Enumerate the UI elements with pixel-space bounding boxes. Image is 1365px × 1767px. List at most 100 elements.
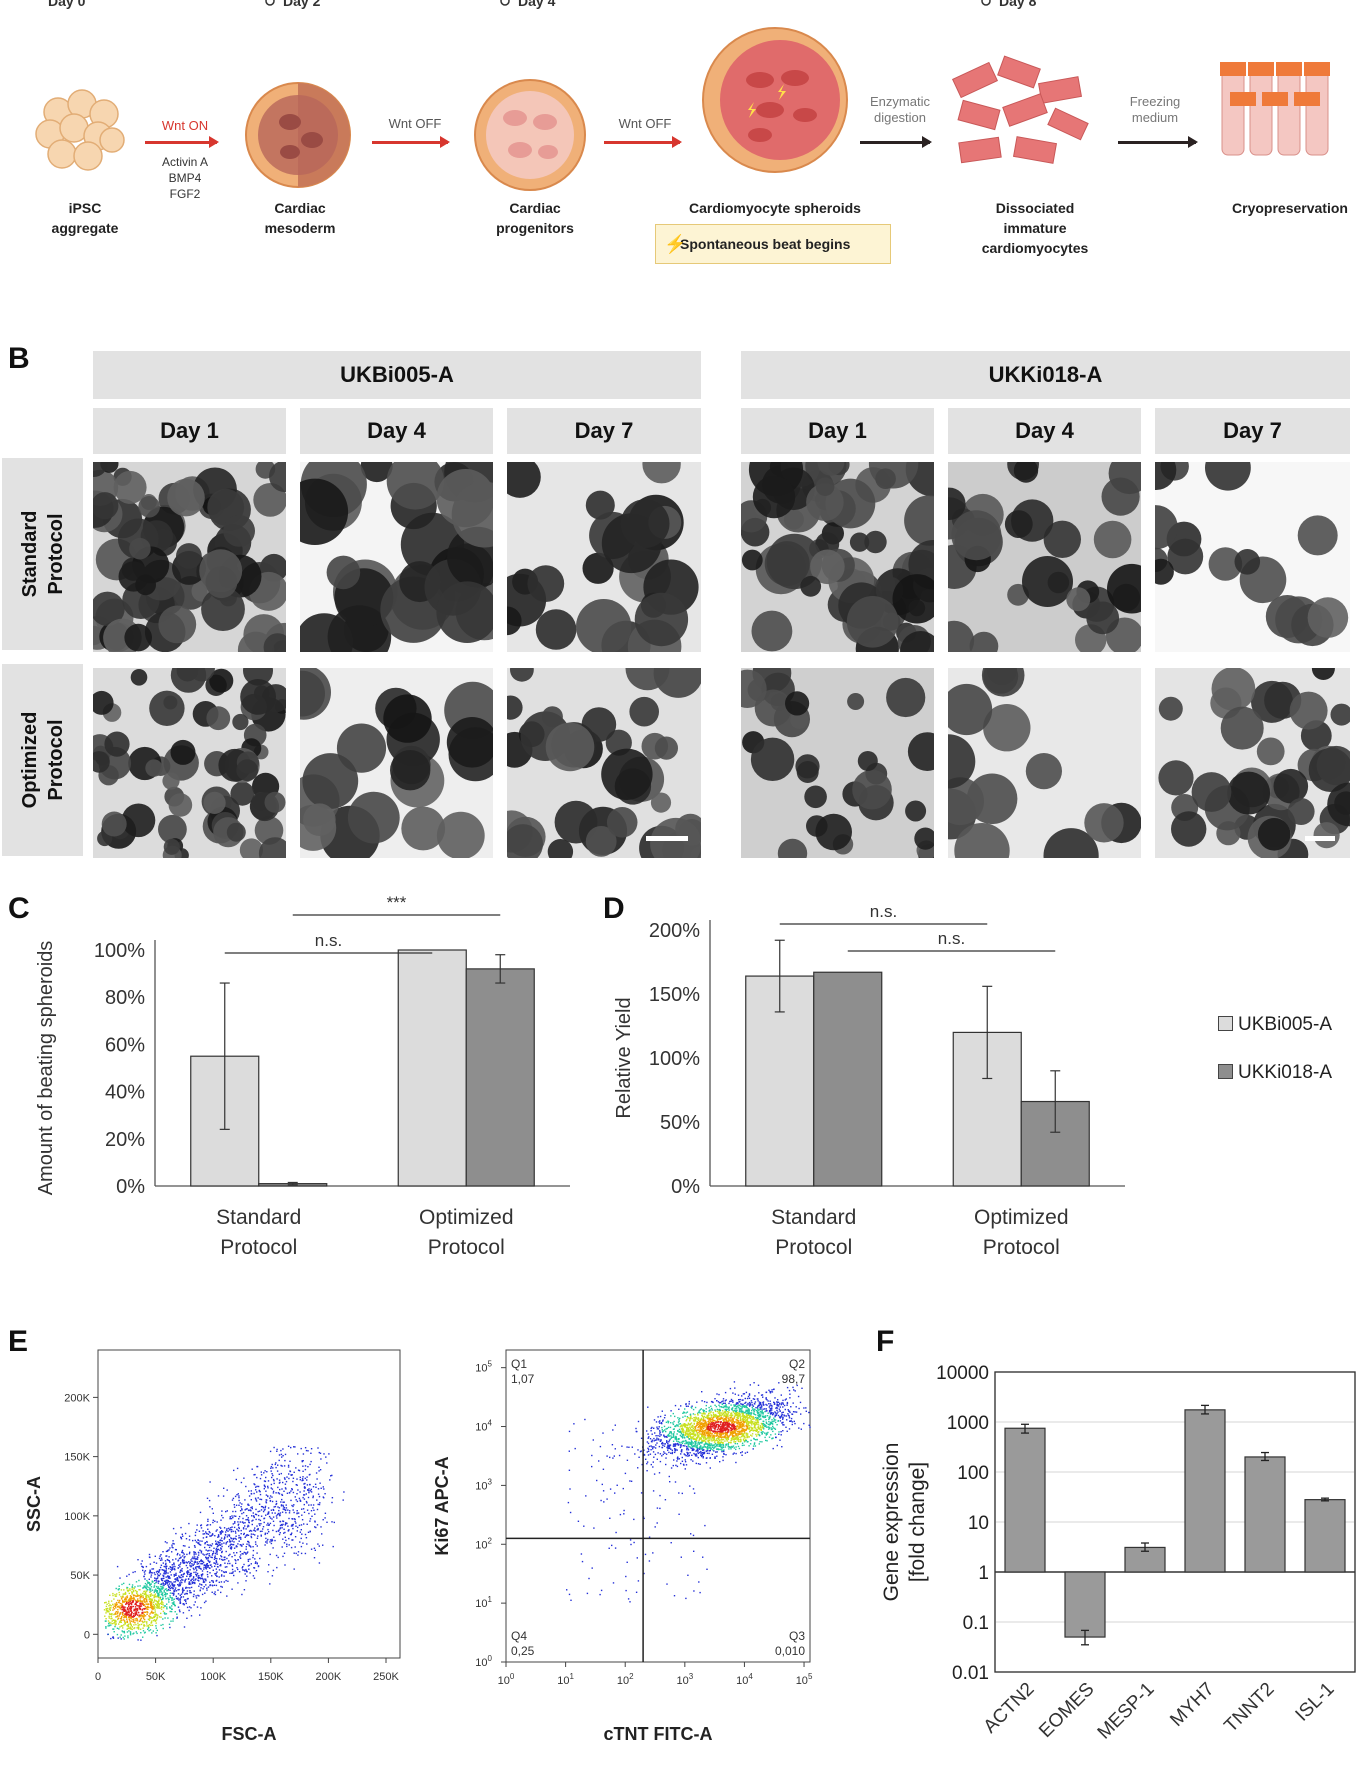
event-dot [205,1568,208,1570]
event-dot [713,1450,715,1452]
event-dot [733,1412,736,1415]
event-dot [229,1544,231,1546]
event-dot [150,1603,153,1606]
event-dot [169,1610,171,1613]
event-dot [568,1593,571,1596]
event-dot [294,1536,297,1538]
event-dot [743,1420,746,1423]
spheroid-blob [806,483,844,521]
event-dot [685,1464,688,1466]
event-dot [231,1572,233,1574]
event-dot [224,1533,227,1536]
event-dot [138,1589,140,1591]
event-dot [151,1608,153,1610]
event-dot [153,1612,155,1614]
event-dot [196,1574,198,1576]
event-dot [697,1456,699,1459]
spheroid-blob [104,731,130,757]
event-dot [718,1402,721,1404]
event-dot [648,1445,651,1448]
event-dot [122,1600,124,1602]
event-dot [795,1411,798,1413]
event-dot [146,1613,148,1615]
event-dot [687,1424,689,1426]
event-dot [748,1410,750,1412]
event-dot [752,1430,755,1432]
event-dot [798,1407,800,1410]
event-dot [600,1499,602,1502]
event-dot [144,1590,146,1592]
event-dot [734,1409,736,1412]
event-dot [294,1518,296,1521]
event-dot [177,1552,179,1555]
event-dot [748,1414,750,1416]
event-dot [660,1434,662,1436]
event-dot [296,1500,299,1503]
event-dot [278,1513,280,1515]
spheroid-blob [223,515,256,547]
event-dot [153,1595,155,1597]
event-dot [288,1512,291,1514]
event-dot [164,1541,167,1543]
event-dot [247,1565,250,1567]
event-dot [768,1428,770,1430]
event-dot [694,1442,697,1444]
event-dot [715,1413,717,1416]
event-dot [276,1566,278,1569]
event-dot [184,1561,186,1564]
event-dot [136,1609,139,1612]
spheroid-blob [864,530,887,554]
event-dot [771,1409,773,1411]
event-dot [716,1455,718,1457]
event-dot [148,1615,150,1617]
event-dot [726,1434,728,1436]
event-dot [687,1447,689,1449]
event-dot [199,1511,202,1514]
event-dot [749,1412,752,1414]
event-dot [655,1439,658,1441]
arrow-freezing-medium [1118,136,1198,148]
event-dot [768,1403,770,1405]
event-dot [144,1573,146,1575]
event-dot [307,1450,309,1452]
event-dot [267,1538,269,1541]
event-dot [185,1600,187,1603]
event-dot [668,1445,670,1447]
event-dot [702,1436,704,1438]
event-dot [181,1533,183,1535]
event-dot [120,1595,122,1598]
event-dot [112,1619,114,1621]
event-dot [710,1418,712,1421]
event-dot [167,1589,169,1592]
event-dot [784,1415,786,1417]
event-dot [145,1565,148,1568]
event-dot [322,1486,324,1488]
event-dot [156,1604,158,1607]
event-dot [718,1415,720,1418]
event-dot [145,1596,147,1598]
spheroid-blob [1311,668,1335,680]
event-dot [222,1571,225,1573]
spheroid-blob [401,806,446,851]
event-dot [166,1542,168,1544]
bar [465,968,535,1187]
event-dot [245,1548,247,1550]
spheroid-blob [209,668,234,693]
event-dot [231,1526,233,1528]
event-dot [157,1595,159,1597]
event-dot [274,1539,276,1542]
event-dot [750,1434,752,1436]
event-dot [679,1426,681,1428]
event-dot [150,1593,152,1595]
event-dot [141,1603,143,1606]
event-dot [272,1516,275,1518]
event-dot [751,1401,753,1404]
event-dot [686,1428,688,1431]
spheroid-blob [815,813,852,851]
event-dot [195,1573,197,1575]
event-dot [118,1585,120,1587]
event-dot [754,1409,756,1411]
event-dot [691,1433,693,1435]
event-dot [237,1559,239,1561]
